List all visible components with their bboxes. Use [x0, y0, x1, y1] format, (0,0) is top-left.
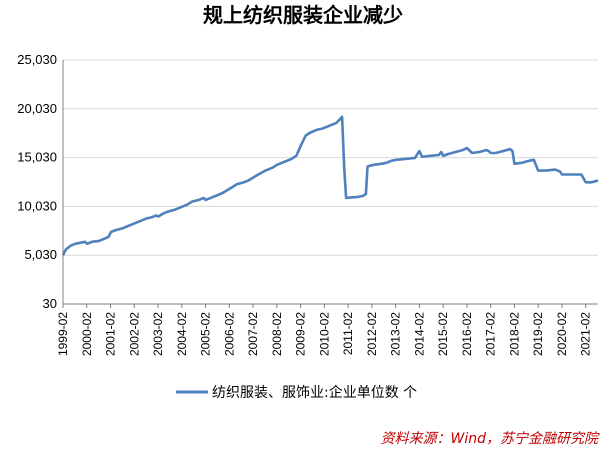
x-tick-label: 2001-02	[104, 312, 118, 356]
x-tick-label: 1999-02	[56, 312, 70, 356]
y-tick-label: 20,030	[17, 101, 57, 116]
x-tick-label: 2018-02	[507, 312, 521, 356]
legend: 纺织服装、服饰业:企业单位数 个	[176, 384, 417, 401]
y-axis: 25,030 20,030 15,030 10,030 5,030 30	[17, 52, 64, 311]
y-tick-label: 25,030	[17, 52, 57, 67]
x-tick-label: 2015-02	[436, 312, 450, 356]
x-tick-label: 2016-02	[460, 312, 474, 356]
grid-lines	[63, 59, 598, 256]
y-tick-label: 15,030	[17, 150, 57, 165]
x-tick-label: 2009-02	[294, 312, 308, 356]
chart-title: 规上纺织服装企业减少	[203, 3, 403, 27]
x-tick-label: 2007-02	[246, 312, 260, 356]
x-tick-label: 2011-02	[341, 312, 355, 355]
x-tick-label: 2010-02	[317, 312, 331, 356]
x-tick-label: 2020-02	[555, 312, 569, 356]
y-tick-label: 10,030	[17, 198, 57, 213]
x-axis: 1999-02 2000-02 2001-02 2002-02 2003-02 2004-…	[56, 303, 598, 356]
x-tick-label: 2013-02	[389, 312, 403, 356]
y-tick-label: 5,030	[24, 247, 57, 262]
x-tick-label: 2005-02	[199, 312, 213, 356]
x-tick-label: 2000-02	[80, 312, 94, 356]
x-tick-label: 2019-02	[531, 312, 545, 356]
series-group	[61, 115, 599, 256]
x-tick-label: 2014-02	[412, 312, 426, 356]
x-tick-label: 2008-02	[270, 312, 284, 356]
x-tick-label: 2004-02	[175, 312, 189, 356]
x-tick-label: 2003-02	[151, 312, 165, 356]
x-tick-label: 2006-02	[222, 312, 236, 356]
legend-label: 纺织服装、服饰业:企业单位数 个	[212, 384, 417, 401]
x-tick-label: 2021-02	[579, 312, 593, 356]
x-tick-label: 2012-02	[365, 312, 379, 356]
x-tick-label: 2017-02	[484, 312, 498, 356]
series-line-0	[61, 115, 599, 256]
source-note: 资料来源：Wind，苏宁金融研究院	[381, 431, 600, 447]
y-tick-label: 30	[43, 296, 57, 311]
x-tick-label: 2002-02	[127, 312, 141, 356]
